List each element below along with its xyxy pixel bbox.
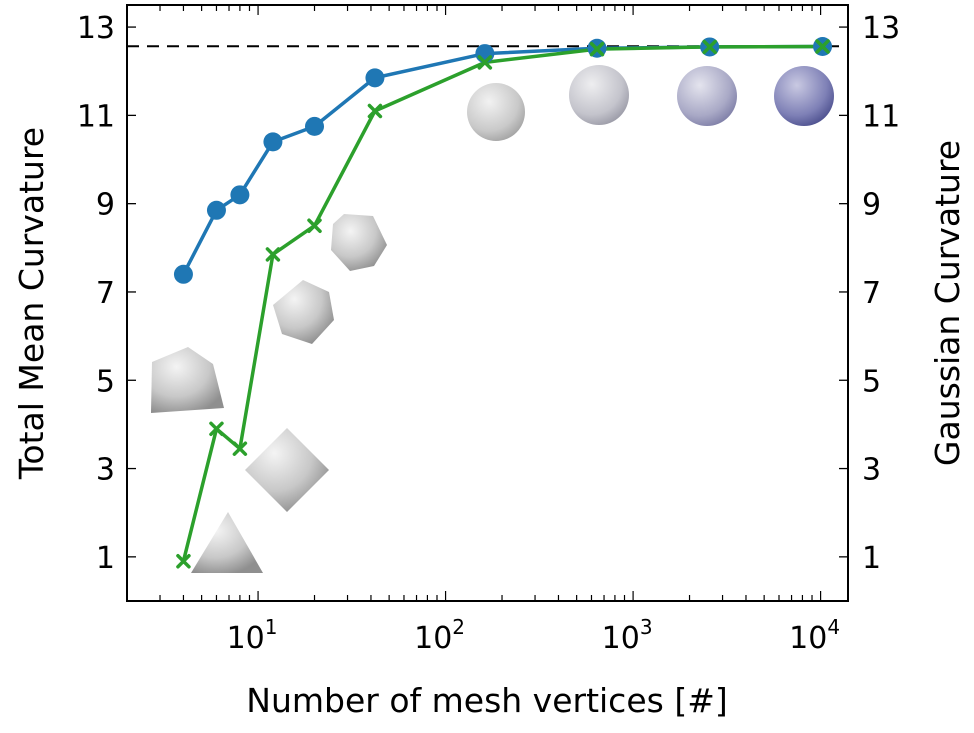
x-tick-label: 101 [227,615,278,656]
data-point-circle [263,132,283,152]
data-point-x [307,218,322,233]
series-line-2 [181,44,823,562]
y-tick-label-left: 7 [96,276,115,311]
x-tick-label: 103 [602,615,653,656]
series-layer [173,36,833,569]
data-point-x [265,247,281,262]
octahedron-mesh [245,428,329,512]
data-point-x [702,39,717,55]
data-point-x [209,421,224,437]
y-tick-label-right: 7 [862,276,881,311]
sphere-mesh-2562 [677,66,737,126]
y-tick-label-right: 11 [862,99,900,134]
data-point-x [815,39,830,54]
y-tick-label-left: 9 [96,188,115,223]
y-axis-title-right: Gaussian Curvature [928,140,967,466]
y-axis-title-left: Total Mean Curvature [12,127,51,480]
data-point-x [367,103,383,119]
y-tick-label-right: 3 [862,453,881,488]
dodecahedron-mesh [331,214,387,271]
y-tick-label-right: 5 [862,364,881,399]
plot-frame [126,4,849,602]
data-point-circle [230,185,250,205]
data-point-x [477,55,493,70]
data-point-x [232,441,248,456]
sphere-mesh-162 [467,83,525,141]
data-point-circle [206,200,226,220]
data-point-circle [173,264,193,284]
ticks-layer [126,5,848,601]
y-tick-label-left: 1 [96,541,115,576]
x-tick-label: 102 [414,615,465,656]
data-point-circle [305,116,325,136]
y-tick-label-left: 11 [77,99,115,134]
cube-mesh [151,347,224,413]
data-point-circle [365,68,385,88]
x-axis-title: Number of mesh vertices [#] [246,681,727,720]
tetrahedron-mesh [191,512,263,573]
data-point-x [589,41,605,57]
y-tick-label-right: 1 [862,541,881,576]
sphere-mesh-642 [569,65,629,125]
icosahedron-mesh [273,280,334,344]
data-point-x [176,554,191,569]
y-tick-label-left: 5 [96,364,115,399]
y-tick-label-left: 3 [96,453,115,488]
sphere-mesh-10242 [774,66,834,126]
y-tick-label-left: 13 [77,11,115,46]
y-tick-label-right: 13 [862,11,900,46]
y-tick-label-right: 9 [862,188,881,223]
x-tick-label: 104 [789,615,840,656]
